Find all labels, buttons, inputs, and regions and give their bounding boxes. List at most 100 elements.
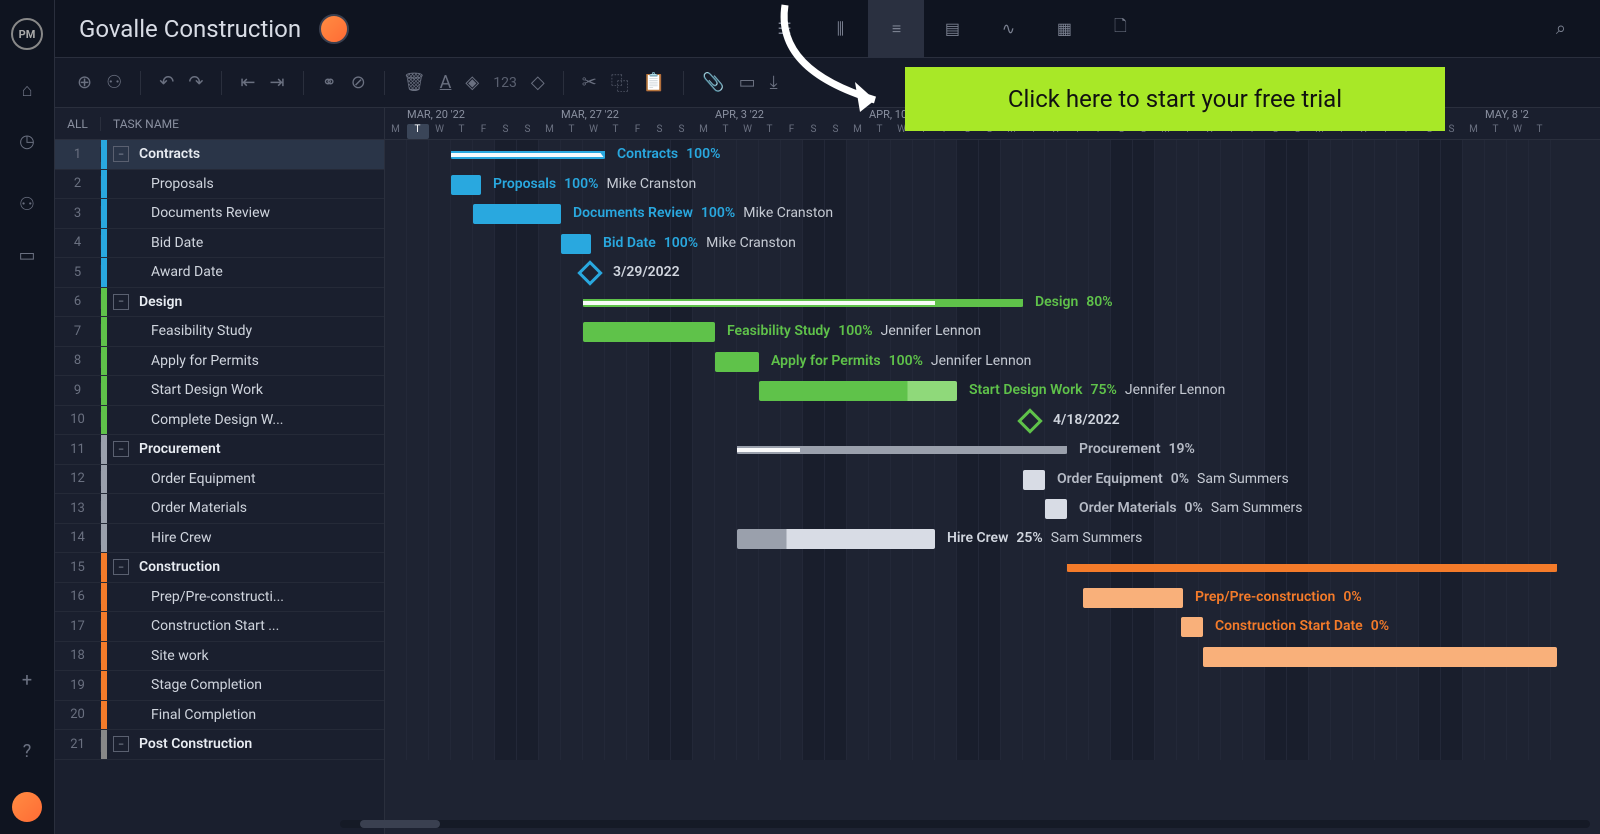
- cut-icon[interactable]: ✂: [582, 72, 597, 93]
- board-view-icon[interactable]: ⫼: [812, 0, 868, 58]
- task-bar[interactable]: [1203, 647, 1557, 667]
- link-icon[interactable]: ⚭: [322, 72, 337, 93]
- task-bar[interactable]: [1083, 588, 1183, 608]
- milestone-marker[interactable]: [1017, 408, 1042, 433]
- task-bar[interactable]: [759, 381, 957, 401]
- user-avatar-icon[interactable]: [12, 792, 42, 822]
- task-row[interactable]: 15−Construction: [55, 553, 384, 583]
- task-bar[interactable]: [561, 234, 591, 254]
- search-icon[interactable]: ⌕: [1556, 18, 1576, 39]
- bar-assignee: Mike Cranston: [606, 176, 696, 192]
- task-row[interactable]: 13Order Materials: [55, 494, 384, 524]
- task-bar[interactable]: [451, 175, 481, 195]
- bar-percent: 80%: [1086, 294, 1112, 310]
- expand-toggle[interactable]: −: [113, 441, 129, 457]
- indent-icon[interactable]: ⇥: [270, 72, 285, 93]
- briefcase-icon[interactable]: ▭: [18, 245, 35, 266]
- outdent-icon[interactable]: ⇤: [240, 72, 255, 93]
- column-all[interactable]: ALL: [55, 117, 101, 131]
- app-logo[interactable]: PM: [11, 18, 43, 50]
- task-row[interactable]: 6−Design: [55, 288, 384, 318]
- task-bar[interactable]: [1181, 617, 1203, 637]
- milestone-marker[interactable]: [577, 260, 602, 285]
- copy-icon[interactable]: ⿻: [611, 70, 629, 96]
- task-row[interactable]: 20Final Completion: [55, 701, 384, 731]
- task-row[interactable]: 1−Contracts: [55, 140, 384, 170]
- list-view-icon[interactable]: ☰: [756, 0, 812, 58]
- task-row[interactable]: 19Stage Completion: [55, 671, 384, 701]
- task-row[interactable]: 8Apply for Permits: [55, 347, 384, 377]
- bar-percent: 100%: [564, 176, 598, 192]
- fill-icon[interactable]: ◈: [465, 72, 479, 93]
- task-row[interactable]: 7Feasibility Study: [55, 317, 384, 347]
- summary-bar[interactable]: [1067, 564, 1557, 572]
- expand-toggle[interactable]: −: [113, 559, 129, 575]
- task-name: Construction: [129, 559, 384, 575]
- task-row[interactable]: 12Order Equipment: [55, 465, 384, 495]
- activity-view-icon[interactable]: ∿: [980, 0, 1036, 58]
- gantt-view-icon[interactable]: ≡: [868, 0, 924, 58]
- task-bar[interactable]: [737, 529, 935, 549]
- summary-bar[interactable]: [583, 299, 1023, 307]
- team-icon[interactable]: ⚇: [19, 194, 35, 215]
- row-number: 21: [55, 737, 101, 752]
- home-icon[interactable]: ⌂: [22, 80, 33, 101]
- task-row[interactable]: 16Prep/Pre-constructi...: [55, 583, 384, 613]
- text-style-icon[interactable]: A: [440, 72, 452, 93]
- task-row[interactable]: 4 Bid Date: [55, 229, 384, 259]
- milestone-icon[interactable]: ◇: [531, 72, 545, 93]
- task-bar[interactable]: [473, 204, 561, 224]
- summary-bar[interactable]: [451, 151, 605, 159]
- task-row[interactable]: 2Proposals: [55, 170, 384, 200]
- task-name: Proposals: [107, 176, 384, 192]
- task-name: Bid Date: [107, 235, 384, 251]
- day-label: M: [847, 124, 869, 140]
- task-row[interactable]: 17Construction Start ...: [55, 612, 384, 642]
- cta-banner[interactable]: Click here to start your free trial: [905, 67, 1445, 131]
- note-icon[interactable]: ▭: [739, 72, 756, 93]
- row-number: 7: [55, 324, 101, 339]
- assign-icon[interactable]: ⚇: [106, 72, 122, 93]
- attach-icon[interactable]: 📎: [702, 72, 724, 93]
- project-avatar-icon[interactable]: [319, 14, 349, 44]
- summary-bar[interactable]: [737, 446, 1067, 454]
- task-row[interactable]: 5 Award Date: [55, 258, 384, 288]
- expand-toggle[interactable]: −: [113, 294, 129, 310]
- redo-icon[interactable]: ↷: [188, 72, 203, 93]
- task-bar[interactable]: [715, 352, 759, 372]
- gantt-row: [385, 730, 1600, 760]
- scrollbar-thumb[interactable]: [360, 820, 440, 828]
- recent-icon[interactable]: ◷: [19, 131, 35, 152]
- row-number: 12: [55, 471, 101, 486]
- week-label: MAY, 8 '2: [1485, 108, 1529, 121]
- export-icon[interactable]: ⤓: [770, 72, 778, 93]
- task-row[interactable]: 14Hire Crew: [55, 524, 384, 554]
- task-row[interactable]: 10Complete Design W...: [55, 406, 384, 436]
- task-bar[interactable]: [583, 322, 715, 342]
- column-task-name[interactable]: TASK NAME: [101, 117, 179, 131]
- task-row[interactable]: 9Start Design Work: [55, 376, 384, 406]
- expand-toggle[interactable]: −: [113, 736, 129, 752]
- files-view-icon[interactable]: 🗋: [1092, 0, 1148, 58]
- task-row[interactable]: 11−Procurement: [55, 435, 384, 465]
- delete-icon[interactable]: 🗑: [403, 72, 426, 93]
- row-number: 5: [55, 265, 101, 280]
- task-name: Award Date: [107, 264, 384, 280]
- task-bar[interactable]: [1023, 470, 1045, 490]
- calendar-view-icon[interactable]: ▦: [1036, 0, 1092, 58]
- sheet-view-icon[interactable]: ▤: [924, 0, 980, 58]
- task-row[interactable]: 3Documents Review: [55, 199, 384, 229]
- row-number: 4: [55, 235, 101, 250]
- expand-toggle[interactable]: −: [113, 146, 129, 162]
- task-row[interactable]: 18Site work: [55, 642, 384, 672]
- undo-icon[interactable]: ↶: [159, 72, 174, 93]
- add-icon[interactable]: +: [22, 670, 32, 691]
- add-task-icon[interactable]: ⊕: [77, 72, 92, 93]
- task-bar[interactable]: [1045, 499, 1067, 519]
- help-icon[interactable]: ?: [23, 741, 32, 762]
- horizontal-scrollbar[interactable]: [340, 820, 1590, 828]
- paste-icon[interactable]: 📋: [643, 72, 665, 93]
- row-number: 19: [55, 678, 101, 693]
- unlink-icon[interactable]: ⊘: [351, 72, 366, 93]
- task-row[interactable]: 21−Post Construction: [55, 730, 384, 760]
